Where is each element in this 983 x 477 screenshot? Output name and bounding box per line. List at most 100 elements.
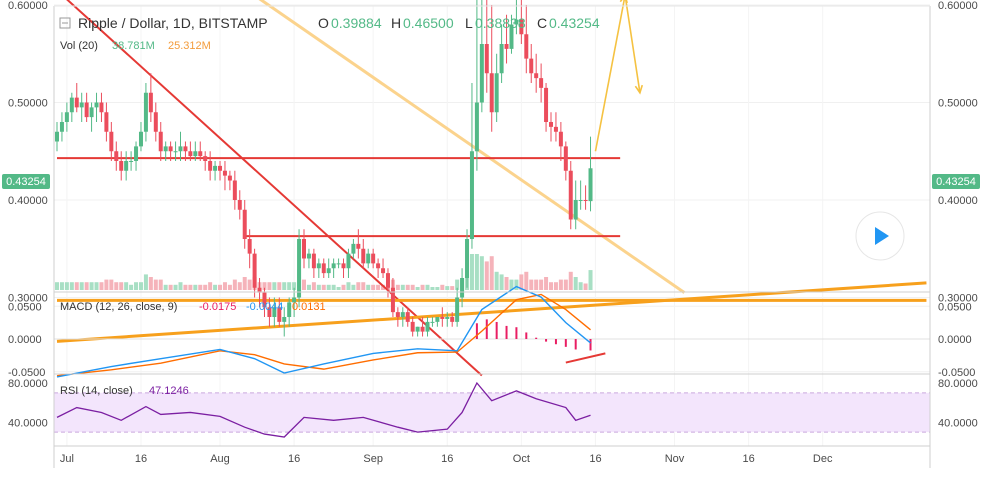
candle-body: [84, 102, 89, 118]
candle-body: [143, 92, 148, 132]
volume-bar: [84, 282, 89, 290]
candle-body: [193, 151, 198, 157]
volume-bar: [292, 282, 297, 290]
candle-body: [519, 19, 524, 35]
macd-signal-value: 0.0131: [292, 301, 326, 313]
candle-body: [568, 170, 573, 220]
rsi-band: [54, 392, 930, 433]
volume-bar: [272, 282, 277, 290]
price-badge-right-bg: [932, 174, 980, 189]
candle-body: [311, 253, 316, 269]
volume-bar: [282, 282, 287, 290]
time-tick-label: 16: [589, 453, 601, 465]
volume-bar: [336, 287, 341, 290]
candle-body: [158, 131, 163, 152]
volume-bar: [430, 287, 435, 290]
volume-bar: [178, 282, 183, 290]
volume-bar: [519, 274, 524, 290]
trendline: [66, 0, 483, 377]
macd-histogram-value: -0.0175: [199, 301, 236, 313]
macd-tick-label-left: 0.0000: [8, 334, 42, 346]
volume-bar: [242, 277, 247, 290]
candle-body: [153, 112, 158, 132]
time-tick-label: 16: [135, 453, 147, 465]
candle-body: [558, 131, 563, 147]
candle-body: [104, 112, 109, 132]
candle-body: [371, 253, 376, 264]
high-label: H: [391, 15, 401, 31]
candle-body: [366, 253, 371, 264]
candle-body: [326, 268, 331, 274]
volume-bar: [302, 279, 306, 290]
volume-bar: [529, 279, 534, 290]
candle-body: [440, 317, 445, 319]
volume-bar: [440, 284, 445, 290]
volume-bar: [504, 277, 509, 290]
time-tick-label: 16: [441, 453, 453, 465]
candle-body: [400, 312, 405, 317]
close-label: C: [537, 15, 547, 31]
macd-signal-line: [56, 293, 591, 377]
volume-bar: [262, 282, 267, 290]
volume-bar: [119, 282, 124, 290]
candle-body: [524, 34, 529, 59]
time-tick-label: 16: [742, 453, 754, 465]
candle-body: [509, 24, 514, 49]
candle-body: [529, 58, 534, 74]
volume-bar: [558, 279, 563, 290]
candle-body: [395, 312, 400, 317]
play-button[interactable]: [855, 211, 905, 261]
volume-bar: [549, 282, 553, 290]
candle-body: [534, 73, 539, 79]
volume-bar: [99, 282, 104, 290]
candle-body: [59, 122, 64, 132]
volume-bar: [277, 282, 282, 290]
time-tick-label: Nov: [665, 453, 685, 465]
volume-bar: [509, 279, 514, 290]
volume-bar: [366, 284, 371, 290]
volume-bar: [420, 284, 425, 290]
volume-bar: [371, 284, 376, 290]
macd-series: [54, 285, 930, 378]
candle-body: [173, 151, 178, 153]
rsi-series: [56, 381, 591, 438]
candle-body: [381, 268, 386, 274]
trendline: [56, 281, 927, 343]
candle-body: [573, 200, 578, 220]
play-icon: [875, 227, 889, 245]
candle-body: [479, 44, 484, 103]
candle-body: [578, 200, 583, 201]
rsi-tick-label-right: 40.0000: [938, 417, 978, 429]
candle-body: [465, 239, 470, 278]
candle-body: [297, 239, 302, 298]
candle-body: [504, 44, 509, 49]
candle-body: [390, 287, 395, 313]
candle-body: [420, 326, 425, 332]
candle-body: [64, 112, 69, 122]
projection-arrow: [625, 0, 641, 93]
volume-bar: [143, 274, 148, 290]
axis-ticks: 0.30000 0.30000 0.40000 0.40000 0.50000 0.500…: [8, 0, 978, 465]
candle-body: [445, 317, 450, 319]
pane-frame: [53, 5, 931, 468]
volume-bar: [410, 284, 415, 290]
volume-bar: [381, 284, 386, 290]
volume-bar: [163, 284, 168, 290]
volume-bar: [588, 270, 593, 290]
close-value: 0.43254: [549, 15, 600, 31]
volume-bar: [568, 271, 573, 290]
candle-body: [272, 307, 277, 317]
volume-bar: [69, 282, 74, 290]
trendlines: [56, 0, 927, 377]
volume-bar: [400, 284, 405, 290]
volume-bar: [129, 284, 134, 290]
legend-header: Ripple / Dollar, 1D, BITSTAMP O 0.39884 …: [59, 15, 600, 52]
rsi-tick-label-left: 40.0000: [8, 417, 48, 429]
open-label: O: [318, 15, 329, 31]
collapse-icon[interactable]: [59, 17, 71, 29]
price-badge-right: 0.43254: [932, 174, 980, 189]
candle-body: [242, 209, 247, 239]
candle-body: [222, 170, 227, 176]
candle-body: [79, 102, 84, 108]
